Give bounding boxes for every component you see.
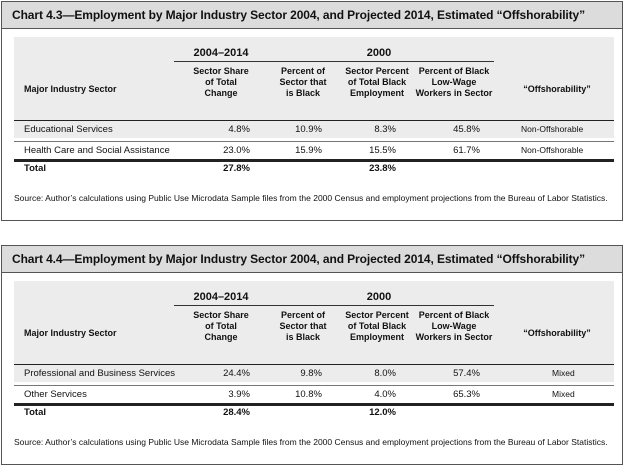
chart-title: Chart 4.4—Employment by Major Industry S… [2, 246, 622, 273]
col-header-pct-total-black: Sector Percent of Total Black Employment [345, 66, 409, 98]
source-note: Source: Author’s calculations using Publ… [14, 437, 608, 447]
cell-sector: Health Care and Social Assistance [24, 145, 170, 156]
group-header-2004-2014: 2004–2014 [193, 291, 249, 303]
total-row: Total 27.8% 23.8% [14, 160, 614, 179]
total-share: 28.4% [223, 407, 250, 418]
group-rule [174, 61, 268, 62]
cell-pct-total-black: 15.5% [369, 145, 396, 156]
cell-share: 3.9% [228, 389, 250, 400]
header-band [14, 37, 614, 138]
group-header-2004-2014: 2004–2014 [193, 47, 249, 59]
header-band [14, 281, 614, 382]
cell-pct-lowwage: 57.4% [453, 368, 480, 379]
cell-sector: Professional and Business Services [24, 368, 176, 379]
total-pct-total-black: 12.0% [369, 407, 396, 418]
group-rule [264, 305, 494, 306]
source-note: Source: Author’s calculations using Publ… [14, 193, 608, 203]
total-label: Total [24, 407, 46, 418]
cell-pct-black: 10.8% [295, 389, 322, 400]
col-header-share: Sector Share of Total Change [193, 310, 249, 342]
col-header-pct-black: Percent of Sector that is Black [279, 66, 327, 98]
cell-offshorability: Non-Offshorable [521, 145, 584, 155]
cell-offshorability: Mixed [552, 368, 575, 378]
cell-pct-lowwage: 65.3% [453, 389, 480, 400]
col-header-pct-lowwage: Percent of Black Low-Wage Workers in Secto… [415, 66, 493, 98]
chart-title: Chart 4.3—Employment by Major Industry S… [2, 2, 622, 29]
table-row: Professional and Business Services 24.4%… [14, 365, 614, 384]
cell-share: 24.4% [223, 368, 250, 379]
row-rule [14, 385, 614, 386]
cell-pct-total-black: 4.0% [374, 389, 396, 400]
col-header-pct-total-black: Sector Percent of Total Black Employment [345, 310, 409, 342]
cell-pct-black: 9.8% [300, 368, 322, 379]
col-header-pct-lowwage: Percent of Black Low-Wage Workers in Secto… [415, 310, 493, 342]
table-body: 2004–2014 2000 Major Industry Sector Sec… [2, 273, 622, 464]
cell-pct-black: 10.9% [295, 124, 322, 135]
cell-sector: Educational Services [24, 124, 113, 135]
total-pct-total-black: 23.8% [369, 163, 396, 174]
cell-pct-total-black: 8.3% [374, 124, 396, 135]
chart-4-4-panel: Chart 4.4—Employment by Major Industry S… [1, 245, 623, 465]
cell-offshorability: Mixed [552, 389, 575, 399]
cell-pct-lowwage: 45.8% [453, 124, 480, 135]
cell-pct-lowwage: 61.7% [453, 145, 480, 156]
col-header-offshorability: “Offshorability” [523, 328, 591, 338]
cell-share: 4.8% [228, 124, 250, 135]
group-header-2000: 2000 [366, 47, 392, 59]
chart-4-3-panel: Chart 4.3—Employment by Major Industry S… [1, 1, 623, 221]
total-row: Total 28.4% 12.0% [14, 404, 614, 423]
cell-offshorability: Non-Offshorable [521, 124, 584, 134]
table-row: Educational Services 4.8% 10.9% 8.3% 45.… [14, 121, 614, 140]
header-rule [14, 364, 614, 365]
total-share: 27.8% [223, 163, 250, 174]
row-rule [14, 141, 614, 142]
cell-pct-black: 15.9% [295, 145, 322, 156]
total-label: Total [24, 163, 46, 174]
header-rule [14, 120, 614, 121]
group-header-2000: 2000 [366, 291, 392, 303]
col-header-pct-black: Percent of Sector that is Black [279, 310, 327, 342]
table-row: Other Services 3.9% 10.8% 4.0% 65.3% Mix… [14, 386, 614, 405]
col-header-sector: Major Industry Sector [24, 328, 117, 338]
total-rule [14, 403, 614, 406]
col-header-share: Sector Share of Total Change [193, 66, 249, 98]
table-body: 2004–2014 2000 Major Industry Sector Sec… [2, 29, 622, 220]
group-rule [264, 61, 494, 62]
col-header-sector: Major Industry Sector [24, 84, 117, 94]
group-rule [174, 305, 268, 306]
cell-pct-total-black: 8.0% [374, 368, 396, 379]
total-rule [14, 159, 614, 162]
table-row: Health Care and Social Assistance 23.0% … [14, 142, 614, 161]
cell-sector: Other Services [24, 389, 87, 400]
cell-share: 23.0% [223, 145, 250, 156]
col-header-offshorability: “Offshorability” [523, 84, 591, 94]
